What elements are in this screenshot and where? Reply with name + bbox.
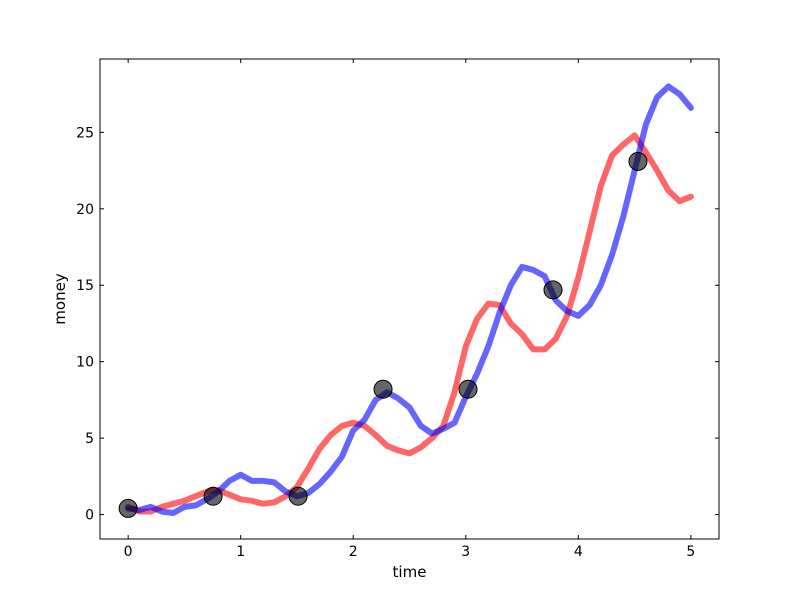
data-marker [543, 280, 563, 300]
data-marker [628, 151, 648, 171]
y-tick-label: 5 [85, 431, 94, 447]
plot-frame [99, 58, 720, 540]
y-tick-label: 10 [76, 355, 94, 371]
x-tick-label: 0 [124, 544, 133, 560]
marker-layer [118, 151, 648, 518]
y-tick-label: 20 [76, 202, 94, 218]
data-marker [288, 486, 308, 506]
series-line-1 [125, 83, 694, 516]
tick-layer: 0 1 2 3 4 5 0 5 10 15 20 25 [76, 59, 719, 560]
data-marker [203, 486, 223, 506]
series-layer [125, 83, 694, 516]
data-marker [458, 379, 478, 399]
x-tick-label: 5 [686, 544, 695, 560]
x-tick-label: 1 [236, 544, 245, 560]
x-axis-label: time [393, 563, 427, 581]
y-axis-label: money [51, 273, 69, 325]
x-tick-label: 4 [574, 544, 583, 560]
y-tick-label: 15 [76, 278, 94, 294]
y-tick-label: 25 [76, 125, 94, 141]
x-tick-label: 3 [461, 544, 470, 560]
y-tick-label: 0 [85, 508, 94, 524]
x-tick-label: 2 [349, 544, 358, 560]
plot-background [100, 59, 719, 539]
data-marker [118, 498, 138, 518]
data-marker [373, 379, 393, 399]
